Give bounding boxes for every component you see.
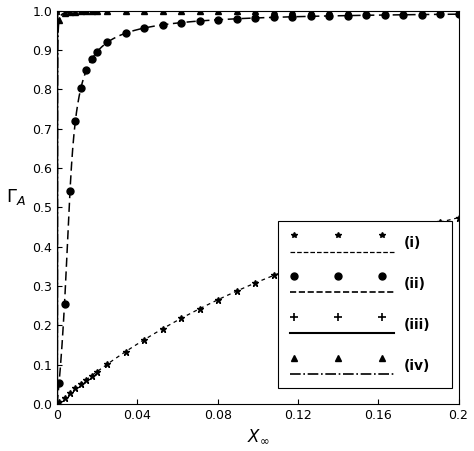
Text: (iv): (iv)	[404, 359, 430, 373]
Y-axis label: $\Gamma_A$: $\Gamma_A$	[6, 187, 26, 207]
FancyBboxPatch shape	[278, 221, 453, 388]
Text: (ii): (ii)	[404, 277, 426, 291]
Text: (i): (i)	[404, 236, 421, 250]
Text: (iii): (iii)	[404, 318, 431, 332]
X-axis label: $X_{\infty}$: $X_{\infty}$	[246, 428, 269, 446]
